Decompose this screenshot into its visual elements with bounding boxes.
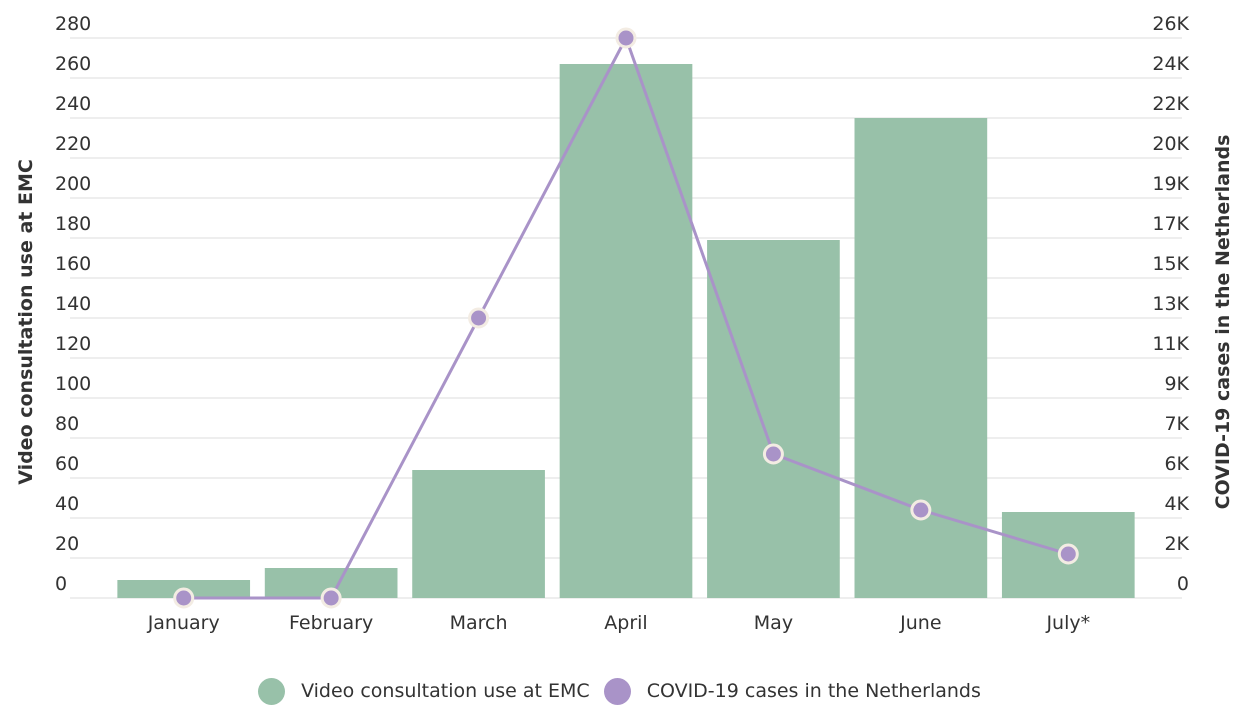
x-axis-ticks: January February March April May June July*	[147, 612, 1090, 634]
x-tick-label: May	[754, 612, 793, 634]
chart: January February March April May June July* 0 2…	[15, 13, 1234, 634]
y-tick-label: 160	[55, 253, 91, 275]
y-tick-label: 180	[55, 213, 91, 235]
line-point	[910, 499, 932, 521]
line-point	[1057, 543, 1079, 565]
y2-tick-label: 2K	[1164, 533, 1189, 555]
x-tick-label: April	[604, 612, 647, 634]
legend-swatch-covid	[603, 677, 631, 705]
y2-tick-label: 6K	[1164, 453, 1189, 475]
legend-item-covid: COVID-19 cases in the Netherlands	[603, 677, 981, 705]
y2-tick-label: 4K	[1164, 493, 1189, 515]
y2-tick-label: 24K	[1152, 53, 1189, 75]
y2-axis-ticks: 0 2K 4K 6K 7K 9K 11K 13K 15K 17K 19K 20K 22K 24K 26K	[1152, 13, 1189, 595]
bar	[707, 240, 840, 598]
line-series	[173, 27, 1079, 609]
y2-axis-title: COVID-19 cases in the Netherlands	[1212, 135, 1234, 510]
y2-tick-label: 20K	[1152, 133, 1189, 155]
y-tick-label: 240	[55, 93, 91, 115]
x-tick-label: June	[899, 612, 941, 634]
y-tick-label: 80	[55, 413, 79, 435]
y2-tick-label: 26K	[1152, 13, 1189, 35]
y2-tick-label: 11K	[1152, 333, 1189, 355]
legend: Video consultation use at EMC COVID-19 c…	[0, 676, 1239, 706]
y-tick-label: 220	[55, 133, 91, 155]
y-axis-ticks: 0 20 40 60 80 100 120 140 160 180 200 220 240 260 280	[55, 13, 91, 595]
y-axis-title: Video consultation use at EMC	[15, 159, 37, 485]
y2-tick-label: 7K	[1164, 413, 1189, 435]
y-tick-label: 120	[55, 333, 91, 355]
legend-label-covid: COVID-19 cases in the Netherlands	[646, 680, 981, 702]
y2-tick-label: 15K	[1152, 253, 1189, 275]
x-tick-label: February	[289, 612, 373, 634]
line-point	[762, 443, 784, 465]
bar	[854, 118, 988, 598]
y-tick-label: 100	[55, 373, 91, 395]
bar	[559, 64, 693, 598]
y-tick-label: 20	[55, 533, 79, 555]
line-point	[320, 587, 342, 609]
y2-tick-label: 9K	[1164, 373, 1189, 395]
y2-tick-label: 17K	[1152, 213, 1189, 235]
bar	[412, 470, 545, 598]
x-tick-label: July*	[1045, 612, 1090, 634]
line-point	[468, 307, 490, 329]
y-tick-label: 60	[55, 453, 79, 475]
legend-item-video: Video consultation use at EMC	[258, 677, 590, 705]
y-tick-label: 40	[55, 493, 79, 515]
y-tick-label: 260	[55, 53, 91, 75]
line-point	[173, 587, 195, 609]
y2-tick-label: 19K	[1152, 173, 1189, 195]
y-tick-label: 280	[55, 13, 91, 35]
y-tick-label: 140	[55, 293, 91, 315]
legend-label-video: Video consultation use at EMC	[301, 680, 590, 702]
y2-tick-label: 13K	[1152, 293, 1189, 315]
y2-tick-label: 0	[1177, 573, 1189, 595]
y-tick-label: 0	[55, 573, 67, 595]
x-tick-label: March	[450, 612, 508, 634]
y-tick-label: 200	[55, 173, 91, 195]
legend-swatch-video	[258, 677, 286, 705]
line-point	[615, 27, 637, 49]
y2-tick-label: 22K	[1152, 93, 1189, 115]
x-tick-label: January	[147, 612, 220, 634]
